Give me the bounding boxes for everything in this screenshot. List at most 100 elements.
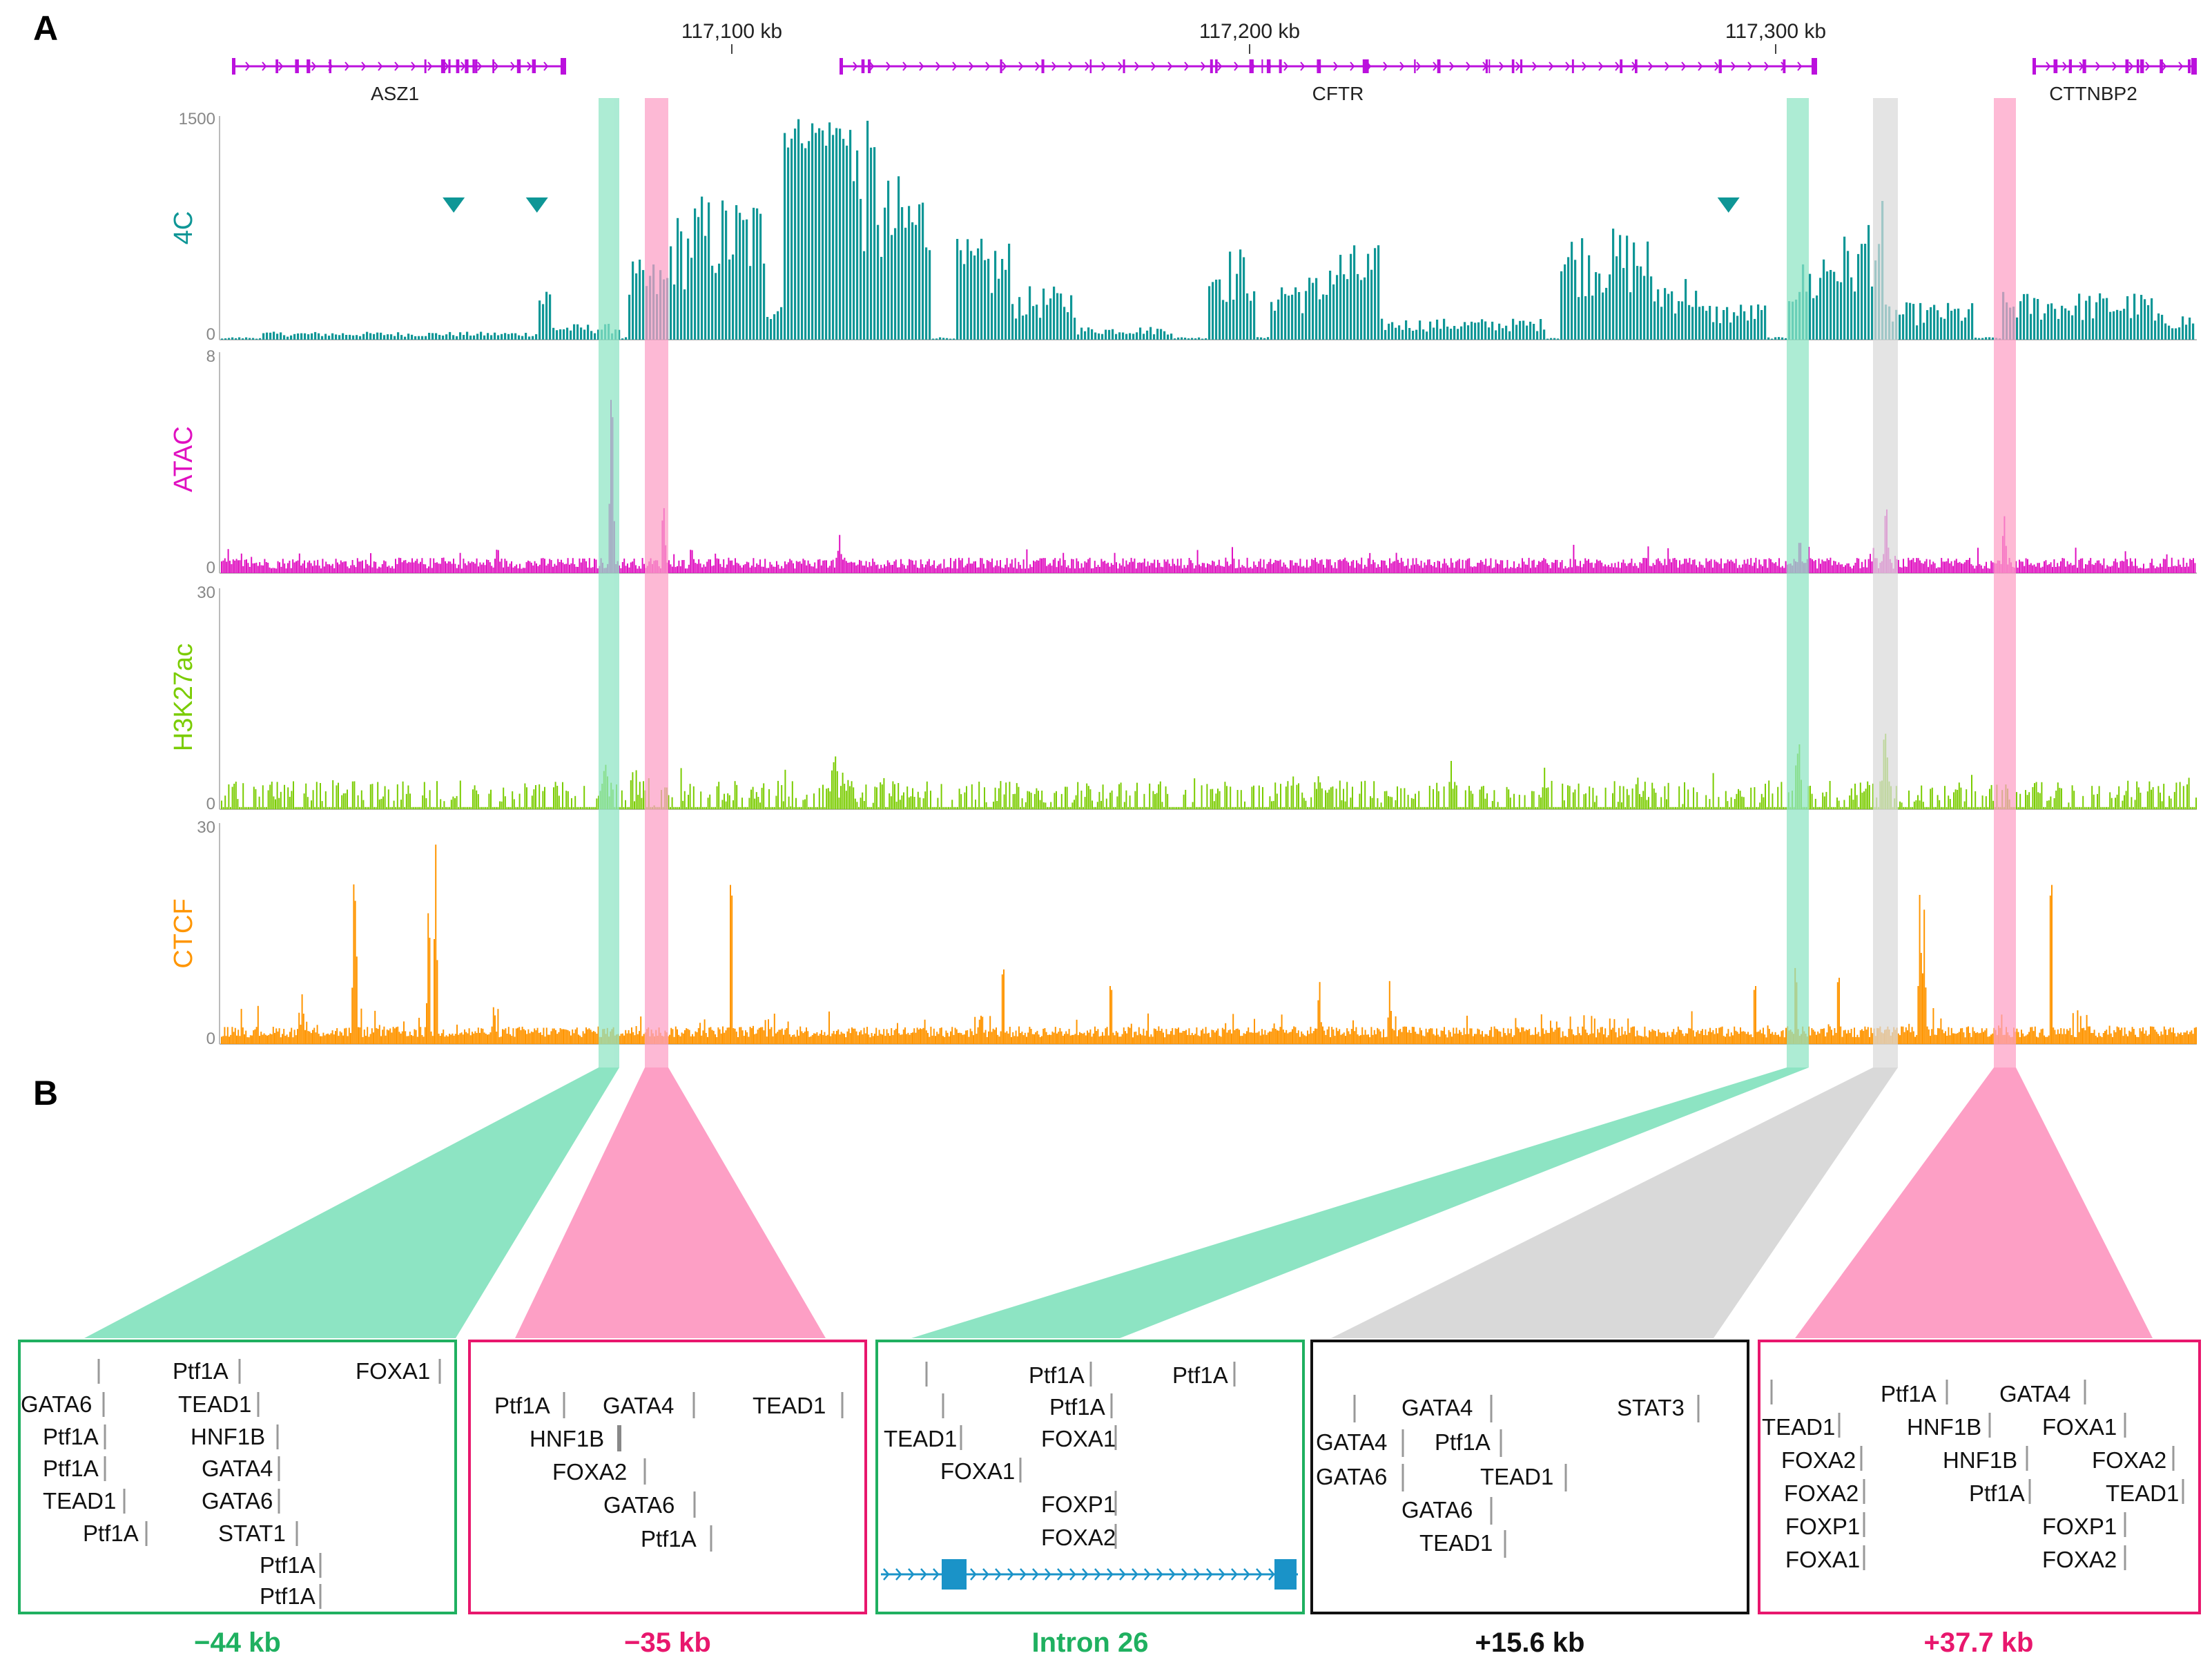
signal-bar bbox=[1946, 561, 1948, 573]
signal-bar bbox=[1215, 280, 1218, 340]
signal-bar bbox=[1672, 558, 1674, 573]
signal-bar bbox=[331, 563, 333, 573]
signal-bar bbox=[1472, 793, 1474, 809]
signal-bar bbox=[1732, 806, 1734, 809]
signal-bar bbox=[1684, 782, 1685, 809]
signal-bar bbox=[1135, 1032, 1137, 1044]
signal-bar bbox=[1816, 295, 1818, 340]
signal-bar bbox=[2092, 1033, 2094, 1044]
signal-bar bbox=[578, 806, 580, 809]
signal-bar bbox=[1426, 331, 1428, 340]
gene-exon bbox=[2160, 59, 2163, 73]
signal-bar bbox=[1250, 300, 1252, 340]
signal-bar bbox=[996, 1027, 997, 1044]
signal-bar bbox=[670, 806, 671, 809]
signal-bar bbox=[853, 181, 855, 340]
signal-bar bbox=[2154, 1030, 2156, 1044]
signal-bar bbox=[641, 798, 643, 809]
signal-bar bbox=[585, 1027, 587, 1044]
signal-bar bbox=[1723, 806, 1725, 809]
signal-bar bbox=[1067, 1034, 1069, 1044]
signal-bar bbox=[260, 1032, 262, 1044]
signal-bar bbox=[932, 338, 935, 340]
gene-strand-chevron bbox=[1532, 61, 1537, 71]
signal-bar bbox=[1454, 782, 1456, 809]
signal-bar bbox=[266, 332, 269, 340]
signal-bar bbox=[1304, 567, 1306, 573]
signal-bar bbox=[907, 1032, 909, 1044]
signal-bar bbox=[909, 559, 910, 573]
signal-bar bbox=[739, 213, 741, 340]
signal-bar bbox=[1548, 1033, 1550, 1044]
motif-box-plus37: Ptf1A GATA4 TEAD1 HNF1B FOXA1 FOXA2 HNF1… bbox=[1758, 1340, 2201, 1658]
signal-bar bbox=[460, 1032, 463, 1044]
signal-bar bbox=[2184, 566, 2186, 573]
signal-bar bbox=[1819, 278, 1822, 340]
gene-strand-chevron bbox=[2095, 61, 2101, 71]
signal-bar bbox=[635, 273, 638, 340]
signal-bar bbox=[2044, 561, 2045, 573]
gene-exon bbox=[2191, 58, 2197, 75]
signal-bar bbox=[1100, 1036, 1102, 1044]
signal-bar bbox=[2184, 806, 2186, 809]
signal-bar bbox=[1167, 559, 1169, 573]
gene-strand-chevron bbox=[1466, 61, 1471, 71]
signal-bar bbox=[1897, 559, 1899, 573]
signal-bar bbox=[1134, 1032, 1136, 1044]
signal-bar bbox=[1464, 322, 1466, 340]
signal-bar bbox=[293, 562, 295, 573]
signal-bar bbox=[675, 1026, 677, 1044]
signal-bar bbox=[1729, 561, 1730, 573]
signal-bar bbox=[1505, 325, 1508, 340]
signal-bar bbox=[2064, 308, 2067, 340]
signal-bar bbox=[292, 559, 294, 573]
signal-bar bbox=[2110, 1033, 2112, 1044]
intron-chevron bbox=[1268, 1568, 1275, 1581]
signal-bar bbox=[1911, 559, 1912, 573]
signal-bar bbox=[327, 564, 329, 573]
signal-bar bbox=[236, 1035, 237, 1044]
signal-bar bbox=[1228, 566, 1230, 573]
signal-bar bbox=[1940, 317, 1943, 340]
motif-label: TEAD1 bbox=[1480, 1464, 1553, 1489]
signal-bar bbox=[837, 550, 839, 573]
signal-bar bbox=[2135, 558, 2136, 573]
signal-bar bbox=[439, 1036, 441, 1044]
signal-bar bbox=[1285, 786, 1287, 809]
signal-bar bbox=[1356, 560, 1357, 573]
signal-bar bbox=[1434, 1035, 1436, 1044]
signal-bar bbox=[1637, 777, 1639, 809]
signal-bar bbox=[1029, 564, 1031, 573]
signal-bar bbox=[1827, 806, 1829, 809]
signal-bar bbox=[514, 1036, 516, 1044]
signal-bar bbox=[1747, 1032, 1749, 1044]
signal-bar bbox=[2185, 325, 2188, 340]
motif-label: Ptf1A bbox=[1049, 1394, 1105, 1420]
region-label: −35 kb bbox=[624, 1627, 711, 1658]
signal-bar bbox=[874, 786, 876, 809]
signal-bar bbox=[2066, 561, 2068, 573]
signal-bar bbox=[1760, 310, 1763, 340]
signal-bar bbox=[1407, 1032, 1409, 1044]
signal-bar bbox=[506, 806, 508, 809]
signal-bar bbox=[1386, 565, 1388, 573]
intron-chevron bbox=[1020, 1568, 1027, 1581]
signal-bar bbox=[1784, 806, 1786, 809]
signal-bar bbox=[1723, 310, 1725, 340]
signal-bar bbox=[503, 1030, 505, 1044]
signal-bar bbox=[1092, 1033, 1094, 1044]
signal-bar bbox=[1722, 568, 1724, 573]
signal-bar bbox=[1772, 562, 1774, 573]
signal-bar bbox=[234, 1027, 236, 1044]
signal-bar bbox=[411, 558, 413, 573]
signal-bar bbox=[1036, 560, 1038, 573]
gene-exon bbox=[1488, 59, 1491, 73]
signal-bar bbox=[1726, 1033, 1728, 1044]
signal-bar bbox=[1846, 1033, 1847, 1044]
signal-bar bbox=[706, 561, 708, 573]
signal-bar bbox=[1316, 561, 1318, 573]
signal-bar bbox=[2071, 565, 2073, 573]
signal-bar bbox=[1657, 806, 1658, 809]
signal-bar bbox=[1513, 793, 1515, 809]
signal-bar bbox=[840, 786, 842, 809]
